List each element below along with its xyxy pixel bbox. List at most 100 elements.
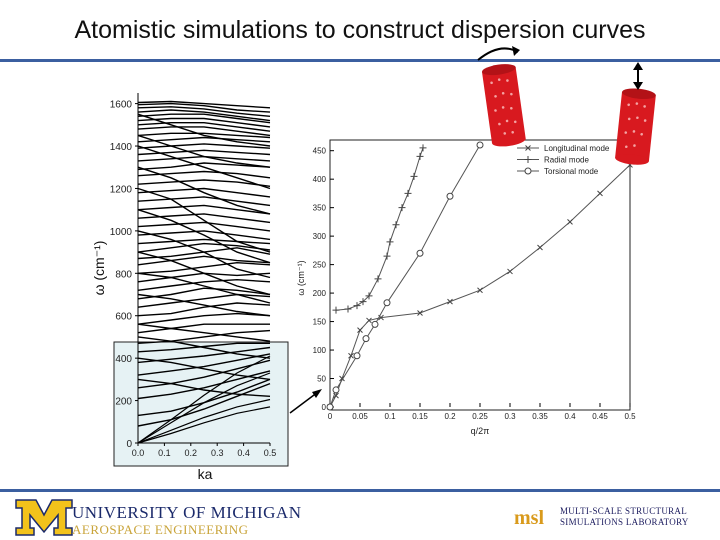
- vertical-double-arrow-icon: [633, 62, 643, 90]
- right-y-tick-label: 200: [313, 289, 327, 298]
- dispersion-branch: [137, 312, 271, 325]
- left-y-tick-label: 600: [115, 312, 132, 323]
- left-axes: 0 200 400 600 800 1000 1200 1400 1600 0.0 0.1 0.2 0.…: [91, 93, 276, 482]
- radial-mode-point: [344, 305, 352, 313]
- right-x-tick-label: 0.4: [564, 412, 576, 421]
- torsional-mode-point: [353, 352, 361, 360]
- left-y-tick-label: 1600: [110, 100, 133, 111]
- left-x-tick-label: 0.2: [185, 448, 198, 458]
- dispersion-branch: [137, 136, 271, 143]
- right-y-tick-label: 50: [317, 375, 326, 384]
- radial-mode-point: [416, 152, 424, 160]
- university-name: UNIVERSITY OF MICHIGAN: [72, 503, 302, 522]
- zoom-connector-arrow: [289, 389, 322, 414]
- torsional-nanotube-illustration: [477, 46, 526, 147]
- dispersion-branch: [137, 357, 271, 381]
- right-x-tick-label: 0.05: [352, 412, 368, 421]
- dispersion-branch: [137, 179, 271, 187]
- dispersion-branch: [137, 162, 271, 171]
- dispersion-branch: [137, 106, 271, 117]
- dispersion-branch: [137, 187, 271, 198]
- right-y-tick-label: 100: [313, 346, 327, 355]
- dispersion-branch: [137, 117, 271, 128]
- longitudinal-mode-point: [366, 317, 372, 324]
- right-x-axis-label: q/2π: [471, 426, 490, 436]
- dispersion-branch: [137, 126, 271, 137]
- lab-name: MULTI-SCALE STRUCTURAL SIMULATIONS LABOR…: [560, 506, 689, 528]
- torsional-mode-point: [332, 386, 340, 394]
- radial-mode-point: [374, 275, 382, 283]
- longitudinal-mode-point: [357, 327, 363, 333]
- left-x-axis-label: ka: [198, 466, 213, 482]
- phonon-dispersion-chart: 0 200 400 600 800 1000 1200 1400 1600 0.0 0.1 0.2 0.…: [91, 93, 289, 482]
- dispersion-branch: [137, 278, 271, 291]
- right-x-tick-label: 0: [328, 412, 333, 421]
- dispersion-branch: [137, 221, 271, 232]
- legend-marker-radial: [524, 156, 532, 163]
- department-name: AEROSPACE ENGINEERING: [72, 522, 249, 537]
- torsional-mode-point: [476, 141, 484, 149]
- left-y-tick-label: 1000: [110, 227, 133, 238]
- right-y-tick-label: 150: [313, 318, 327, 327]
- nanotube-icon: [615, 88, 656, 165]
- dispersion-branch: [137, 170, 271, 179]
- right-x-tick-label: 0.2: [444, 412, 456, 421]
- right-y-axis-label: ω (cm⁻¹): [296, 260, 306, 295]
- left-x-tick-label: 0.5: [264, 448, 277, 458]
- longitudinal-mode-point: [417, 310, 423, 316]
- radial-mode-point: [365, 292, 373, 300]
- right-y-tick-label: 450: [313, 147, 327, 156]
- dispersion-branch: [137, 209, 271, 264]
- left-y-tick-label: 200: [115, 397, 132, 408]
- right-x-tick-label: 0.15: [412, 412, 428, 421]
- left-y-tick-label: 1400: [110, 142, 133, 153]
- dispersion-branches: [137, 100, 271, 444]
- right-x-tick-label: 0.1: [384, 412, 396, 421]
- left-x-tick-label: 0.3: [211, 448, 224, 458]
- left-x-tick-label: 0.1: [158, 448, 171, 458]
- radial-mode-point: [392, 221, 400, 229]
- torsional-mode-point: [371, 320, 379, 328]
- torsional-mode-point: [326, 403, 334, 411]
- dispersion-branch: [137, 302, 271, 317]
- longitudinal-nanotube-illustration: [615, 62, 656, 165]
- dispersion-branch: [137, 100, 271, 109]
- title-divider: [0, 59, 720, 62]
- right-y-tick-label: 350: [313, 204, 327, 213]
- dispersion-branch: [137, 329, 271, 344]
- left-x-tick-label: 0.4: [237, 448, 250, 458]
- msl-logo: msl: [514, 507, 544, 529]
- dispersion-branch: [137, 242, 271, 253]
- right-y-tick-label: 400: [313, 175, 327, 184]
- dispersion-branch: [137, 255, 271, 266]
- right-x-tick-label: 0.45: [592, 412, 608, 421]
- longitudinal-mode-point: [348, 352, 354, 359]
- right-x-tick-label: 0.3: [504, 412, 516, 421]
- lab-name-line1: MULTI-SCALE STRUCTURAL: [560, 506, 688, 516]
- dispersion-branch: [137, 378, 271, 417]
- footer-divider: [0, 489, 720, 492]
- dispersion-branch: [137, 398, 271, 444]
- radial-mode-point: [383, 252, 391, 260]
- dispersion-branch: [137, 346, 271, 364]
- dispersion-branch: [137, 230, 271, 279]
- longitudinal-mode-point: [507, 268, 513, 275]
- dispersion-branch: [137, 230, 271, 241]
- legend: Longitudinal mode Radial mode Torsional mo…: [517, 144, 610, 176]
- right-x-tick-label: 0.25: [472, 412, 488, 421]
- left-y-tick-label: 0: [126, 439, 132, 450]
- radial-mode-point: [353, 302, 361, 310]
- dispersion-branch: [137, 196, 271, 207]
- legend-marker-longitudinal: [525, 145, 531, 151]
- umich-logo: [15, 499, 73, 536]
- longitudinal-mode-point: [597, 190, 603, 197]
- longitudinal-mode-point: [447, 298, 453, 305]
- dispersion-branch: [137, 293, 271, 308]
- right-axes: 0 50 100 150 200 250 300 350 400 450 0 0.05 0.1 0.15 0…: [296, 147, 636, 436]
- dispersion-branch: [137, 113, 271, 147]
- torsional-mode-point: [362, 335, 370, 343]
- radial-mode-line: [335, 147, 424, 311]
- dispersion-branch: [137, 204, 271, 215]
- longitudinal-mode-point: [537, 244, 543, 251]
- legend-label-torsional: Torsional mode: [544, 167, 599, 176]
